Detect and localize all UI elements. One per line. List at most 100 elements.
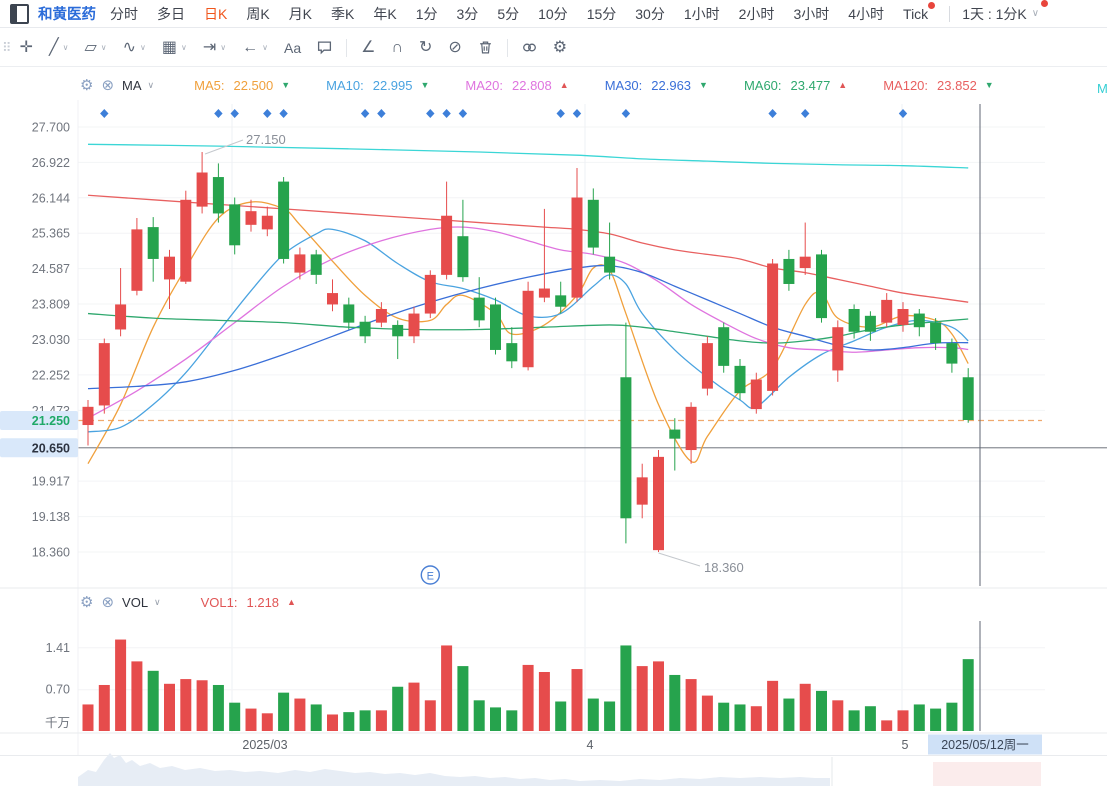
trash-tool[interactable]	[470, 40, 501, 55]
candle-body	[767, 263, 779, 391]
event-diamond-icon	[442, 109, 451, 118]
timeframe-tab-分时[interactable]: 分时	[110, 5, 138, 22]
angle-tool[interactable]: ∠	[353, 39, 383, 56]
timeframe-tab-3分[interactable]: 3分	[456, 5, 479, 22]
navigator-minimap	[78, 753, 830, 786]
candle-body	[653, 456, 664, 551]
vol-close-icon[interactable]: ⊗	[101, 594, 115, 611]
indicator-value-ma20[interactable]: MA20: 22.808 ▲	[465, 78, 568, 93]
indicator-value: 22.995	[372, 78, 413, 93]
timeframe-tab-1小时[interactable]: 1小时	[683, 5, 720, 22]
volume-bar	[457, 666, 469, 731]
volume-bar	[571, 669, 583, 731]
volume-bar	[180, 679, 192, 731]
toolbar-divider	[506, 38, 508, 57]
layout-panel-icon[interactable]	[10, 3, 29, 24]
indicator-value-ma60[interactable]: MA60: 23.477 ▲	[744, 78, 847, 93]
timeframe-tab-多日[interactable]: 多日	[157, 5, 185, 22]
candle-body	[392, 324, 404, 337]
shape-polygon-tool[interactable]: ▱ ∨	[76, 38, 114, 56]
indicator-value: 1.218	[246, 595, 280, 610]
candle-body	[82, 406, 94, 426]
candle-body	[164, 256, 175, 280]
timeframe-tab-5分[interactable]: 5分	[497, 5, 520, 22]
candle-body	[245, 211, 257, 225]
candle-body	[848, 309, 860, 332]
symbol-name[interactable]: 和黄医药	[38, 7, 96, 23]
volume-bar	[98, 684, 110, 731]
candle-body	[669, 429, 681, 439]
measure-extend-icon: ⇥	[202, 38, 217, 56]
wave-tool-tool[interactable]: ∿ ∨	[115, 39, 154, 56]
magnet-tool[interactable]: ∩	[383, 39, 411, 56]
drag-handle-icon[interactable]: ⠿	[2, 39, 11, 55]
timeframe-tab-30分[interactable]: 30分	[635, 5, 665, 22]
pattern-grid-tool[interactable]: ▦ ∨	[154, 39, 195, 56]
timeframe-tab-15分[interactable]: 15分	[586, 5, 617, 22]
volume-bar	[669, 674, 681, 731]
timeframe-tab-1分[interactable]: 1分	[415, 5, 438, 22]
vol-indicator-header: ⚙ ⊗ VOL ∨ VOL1: 1.218 ▲	[80, 595, 296, 610]
volume-bar	[832, 700, 844, 731]
ma-chevron-down-icon[interactable]: ∨	[147, 80, 155, 90]
x-axis-label: 5	[902, 738, 909, 752]
ma-close-icon[interactable]: ⊗	[101, 77, 115, 94]
volume-bar	[164, 683, 175, 731]
candle-body	[310, 254, 322, 275]
timeframe-tab-日K[interactable]: 日K	[204, 5, 228, 22]
drawing-toolbar: ⠿ ✛ ╱ ∨ ▱ ∨ ∿ ∨ ▦ ∨ ⇥ ∨ ← ∨ Aa ∠ ∩ ↻ ⊘ ⚙	[0, 29, 1107, 67]
overlay-layer: 27.150 18.360 E	[100, 104, 981, 731]
custom-period-selector[interactable]: 1天 : 1分K ∨	[962, 0, 1049, 24]
candle-body	[718, 327, 730, 366]
timeframe-tab-季K[interactable]: 季K	[331, 5, 355, 22]
timeframe-tab-年K[interactable]: 年K	[373, 5, 397, 22]
settings-gear-tool[interactable]: ⚙	[545, 38, 575, 56]
trend-down-icon: ▼	[281, 80, 291, 90]
measure-extend-tool[interactable]: ⇥ ∨	[195, 38, 234, 56]
settings-gear-icon: ⚙	[552, 38, 568, 56]
hide-drawings-tool[interactable]: ⊘	[440, 39, 469, 56]
indicator-value-ma5[interactable]: MA5: 22.500 ▼	[194, 78, 290, 93]
trend-line-tool[interactable]: ╱ ∨	[41, 39, 77, 56]
vol-indicator-name: VOL	[122, 595, 149, 610]
event-e-label: E	[427, 571, 434, 583]
indicator-value-ma120[interactable]: MA120: 23.852 ▼	[883, 78, 994, 93]
volume-bar	[701, 695, 713, 731]
chevron-down-icon: ∨	[100, 43, 107, 52]
volume-bar	[555, 701, 567, 731]
candle-body	[750, 379, 762, 410]
indicator-value-ma10[interactable]: MA10: 22.995 ▼	[326, 78, 429, 93]
compare-circles-tool[interactable]	[514, 40, 545, 55]
timeframe-tab-4小时[interactable]: 4小时	[848, 5, 885, 22]
volume-bar	[604, 701, 616, 731]
shape-polygon-icon: ▱	[84, 38, 97, 56]
chevron-down-icon: ∨	[62, 43, 69, 52]
candle-body	[913, 313, 925, 328]
volume-bar	[946, 702, 958, 731]
ma-settings-gear-icon[interactable]: ⚙	[80, 77, 94, 94]
volume-bar	[522, 664, 534, 731]
volume-bar	[359, 710, 371, 731]
volume-bar	[881, 720, 893, 731]
indicator-value-vol1[interactable]: VOL1: 1.218 ▲	[201, 595, 296, 610]
timeframe-tab-3小时[interactable]: 3小时	[793, 5, 830, 22]
timeframe-tab-10分[interactable]: 10分	[538, 5, 568, 22]
arrow-left-tool[interactable]: ← ∨	[234, 39, 276, 56]
volume-bar	[620, 645, 632, 731]
replay-tool[interactable]: ↻	[411, 39, 440, 56]
comment-tool[interactable]	[309, 40, 340, 55]
text-tool-tool[interactable]: Aa	[276, 41, 309, 55]
event-diamond-icon	[621, 109, 631, 118]
timeframe-tab-Tick[interactable]: Tick	[903, 1, 936, 22]
event-diamond-icon	[377, 109, 386, 118]
indicator-value-ma30[interactable]: MA30: 22.963 ▼	[605, 78, 708, 93]
vol-settings-gear-icon[interactable]: ⚙	[80, 594, 94, 611]
cursor-move-tool[interactable]: ✛	[12, 39, 41, 56]
timeframe-tab-周K[interactable]: 周K	[246, 5, 270, 22]
volume-bar	[327, 714, 338, 731]
timeframe-tab-2小时[interactable]: 2小时	[738, 5, 775, 22]
event-diamond-icon	[572, 109, 582, 118]
vol-chevron-down-icon[interactable]: ∨	[154, 597, 161, 607]
timeframe-tab-月K[interactable]: 月K	[288, 5, 313, 22]
